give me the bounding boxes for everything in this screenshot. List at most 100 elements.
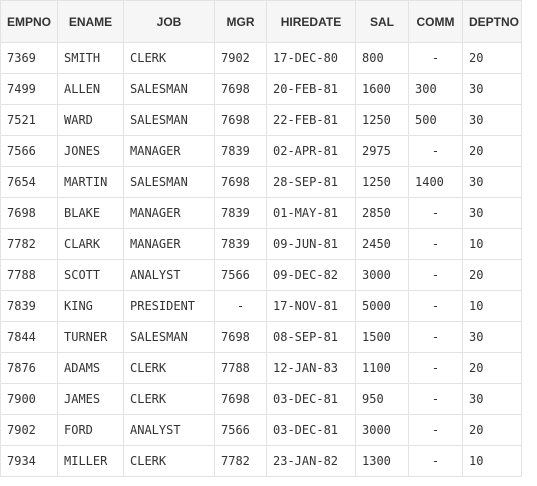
cell-empno: 7782 — [0, 228, 58, 260]
table-row: 7876 ADAMS CLERK 7788 12-JAN-83 1100-20 — [0, 352, 522, 384]
column-header-ename: ENAME — [57, 0, 124, 43]
cell-comm: - — [408, 290, 463, 322]
cell-ename: KING — [57, 290, 124, 322]
cell-comm: - — [408, 228, 463, 260]
cell-deptno: 10 — [462, 445, 522, 477]
cell-job: CLERK — [123, 352, 215, 384]
cell-mgr: 7839 — [214, 197, 267, 229]
cell-hiredate: 08-SEP-81 — [266, 321, 356, 353]
cell-ename: WARD — [57, 104, 124, 136]
table-row: 7934 MILLER CLERK 7782 23-JAN-82 1300-10 — [0, 445, 522, 477]
cell-job: CLERK — [123, 42, 215, 74]
cell-comm: 300 — [408, 73, 463, 105]
cell-empno: 7788 — [0, 259, 58, 291]
cell-hiredate: 09-JUN-81 — [266, 228, 356, 260]
cell-hiredate: 17-DEC-80 — [266, 42, 356, 74]
cell-deptno: 20 — [462, 414, 522, 446]
employee-table: EMPNO ENAME JOB MGR HIREDATE SAL COMM DE… — [0, 0, 522, 477]
cell-mgr: 7566 — [214, 414, 267, 446]
cell-sal: 950 — [355, 383, 409, 415]
cell-deptno: 20 — [462, 352, 522, 384]
cell-comm: - — [408, 414, 463, 446]
cell-deptno: 10 — [462, 290, 522, 322]
cell-ename: JAMES — [57, 383, 124, 415]
cell-empno: 7654 — [0, 166, 58, 198]
cell-comm: - — [408, 352, 463, 384]
cell-ename: SCOTT — [57, 259, 124, 291]
cell-empno: 7844 — [0, 321, 58, 353]
column-header-sal: SAL — [355, 0, 409, 43]
cell-comm: - — [408, 259, 463, 291]
cell-sal: 1500 — [355, 321, 409, 353]
cell-empno: 7499 — [0, 73, 58, 105]
cell-deptno: 10 — [462, 228, 522, 260]
cell-job: CLERK — [123, 383, 215, 415]
cell-empno: 7521 — [0, 104, 58, 136]
cell-deptno: 20 — [462, 259, 522, 291]
cell-ename: TURNER — [57, 321, 124, 353]
cell-hiredate: 01-MAY-81 — [266, 197, 356, 229]
cell-mgr: 7902 — [214, 42, 267, 74]
cell-comm: - — [408, 445, 463, 477]
cell-job: MANAGER — [123, 197, 215, 229]
column-header-mgr: MGR — [214, 0, 267, 43]
cell-empno: 7902 — [0, 414, 58, 446]
cell-mgr: 7698 — [214, 73, 267, 105]
cell-mgr: 7839 — [214, 228, 267, 260]
cell-ename: BLAKE — [57, 197, 124, 229]
cell-deptno: 30 — [462, 104, 522, 136]
cell-sal: 1100 — [355, 352, 409, 384]
cell-hiredate: 28-SEP-81 — [266, 166, 356, 198]
cell-deptno: 30 — [462, 166, 522, 198]
table-row: 7844 TURNER SALESMAN 7698 08-SEP-81 1500-30 — [0, 321, 522, 353]
cell-empno: 7900 — [0, 383, 58, 415]
cell-job: SALESMAN — [123, 104, 215, 136]
cell-hiredate: 03-DEC-81 — [266, 383, 356, 415]
cell-deptno: 30 — [462, 197, 522, 229]
table-header: EMPNO ENAME JOB MGR HIREDATE SAL COMM DE… — [0, 0, 522, 43]
cell-deptno: 20 — [462, 42, 522, 74]
cell-empno: 7369 — [0, 42, 58, 74]
cell-ename: FORD — [57, 414, 124, 446]
cell-comm: - — [408, 383, 463, 415]
cell-hiredate: 20-FEB-81 — [266, 73, 356, 105]
cell-ename: ALLEN — [57, 73, 124, 105]
cell-mgr: 7839 — [214, 135, 267, 167]
cell-ename: MILLER — [57, 445, 124, 477]
cell-ename: JONES — [57, 135, 124, 167]
column-header-job: JOB — [123, 0, 215, 43]
cell-sal: 2450 — [355, 228, 409, 260]
cell-empno: 7876 — [0, 352, 58, 384]
cell-sal: 2850 — [355, 197, 409, 229]
cell-mgr: - — [214, 290, 267, 322]
cell-job: SALESMAN — [123, 166, 215, 198]
cell-job: SALESMAN — [123, 321, 215, 353]
cell-mgr: 7698 — [214, 104, 267, 136]
cell-job: MANAGER — [123, 228, 215, 260]
cell-ename: ADAMS — [57, 352, 124, 384]
table-row: 7521 WARD SALESMAN 7698 22-FEB-81 1250 500 30 — [0, 104, 522, 136]
table-row: 7839 KING PRESIDENT -17-NOV-81 5000-10 — [0, 290, 522, 322]
cell-sal: 3000 — [355, 414, 409, 446]
cell-sal: 1250 — [355, 104, 409, 136]
cell-deptno: 20 — [462, 135, 522, 167]
cell-mgr: 7782 — [214, 445, 267, 477]
column-header-hiredate: HIREDATE — [266, 0, 356, 43]
cell-comm: - — [408, 321, 463, 353]
cell-deptno: 30 — [462, 73, 522, 105]
table-body: 7369 SMITH CLERK 7902 17-DEC-80 800-20 7499 ALL… — [0, 42, 522, 477]
column-header-empno: EMPNO — [0, 0, 58, 43]
cell-job: CLERK — [123, 445, 215, 477]
cell-sal: 1600 — [355, 73, 409, 105]
cell-mgr: 7698 — [214, 383, 267, 415]
cell-job: ANALYST — [123, 259, 215, 291]
cell-hiredate: 22-FEB-81 — [266, 104, 356, 136]
table-row: 7788 SCOTT ANALYST 7566 09-DEC-82 3000-20 — [0, 259, 522, 291]
cell-hiredate: 17-NOV-81 — [266, 290, 356, 322]
cell-job: PRESIDENT — [123, 290, 215, 322]
table-row: 7566 JONES MANAGER 7839 02-APR-81 2975-20 — [0, 135, 522, 167]
cell-hiredate: 23-JAN-82 — [266, 445, 356, 477]
cell-mgr: 7788 — [214, 352, 267, 384]
cell-deptno: 30 — [462, 383, 522, 415]
cell-ename: MARTIN — [57, 166, 124, 198]
